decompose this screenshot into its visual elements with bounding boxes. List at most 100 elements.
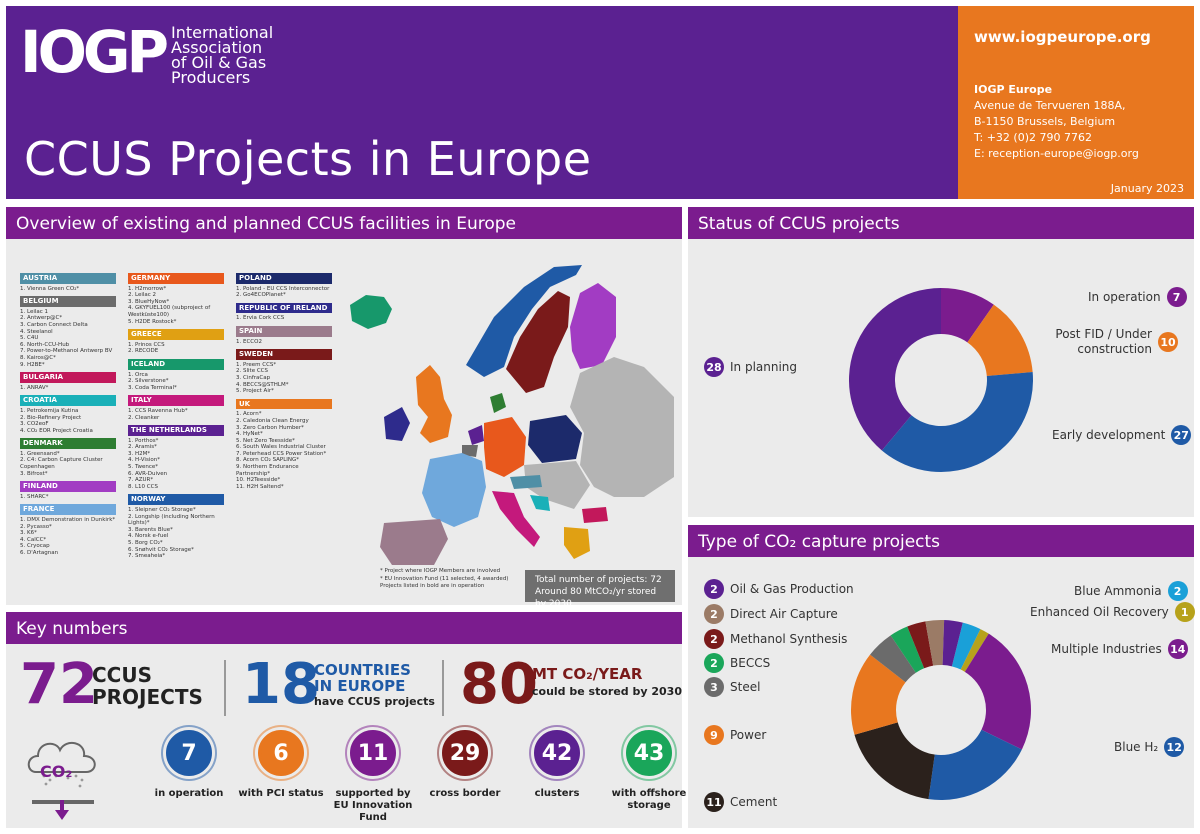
project-item: 5. C4U [20,335,39,342]
project-item: 8. Kairos@C* [20,354,56,361]
country-block: GREECE 1. Prinos CCS 2. RECODE [128,329,224,355]
map-austria [510,475,542,489]
map-norway [466,265,582,377]
address-line: B-1150 Brussels, Belgium [974,115,1116,128]
storage-label-sub: could be stored by 2030 [532,685,682,698]
stat-label: in operation [154,788,224,799]
type-count-badge: 2 [1167,581,1188,601]
country-name: AUSTRIA [20,273,116,284]
logo-mark: IOGP [20,18,169,86]
country-name: NORWAY [128,494,224,506]
type-label: 2 BECCS [704,653,770,673]
project-item: 9. Northern Endurance Partnership* [236,464,299,477]
type-label: 2 Oil & Gas Production [704,579,854,599]
country-column: GERMANY 1. H2morrow* 2. Leilac 2 3. BlueHyN… [128,273,224,564]
country-block: GERMANY 1. H2morrow* 2. Leilac 2 3. BlueHyN… [128,273,224,325]
project-item: 2. Antwerp@C* [20,315,63,322]
project-item: 1. Orca [128,371,148,378]
project-item: 2. Leilac 2 [128,292,157,299]
address: IOGP Europe Avenue de Tervueren 188A, B-… [974,82,1139,162]
stat-label: clusters [534,788,580,799]
address-line: Avenue de Tervueren 188A, [974,99,1126,112]
project-item: 3. Coda Terminal* [128,384,177,391]
total-line: Total number of projects: 72 [535,575,662,585]
country-block: SWEDEN 1. Preem CCS* 2. Slite CCS 3. Cinfra… [236,349,332,395]
map-greece [564,527,590,559]
project-item: 2. Pycasso* [20,523,52,530]
project-item: 2. RECODE [128,348,159,355]
project-item: 2. C4: Carbon Capture Cluster Copenhagen [20,457,103,471]
project-item: 1. Sleipner CO₂ Storage* [128,507,196,514]
donut-slice [951,622,981,670]
project-item: 5. Net Zero Teesside* [236,437,295,444]
type-label-text: Blue H₂ [1114,740,1159,754]
country-name: ITALY [128,395,224,406]
note-line: * EU Innovation Fund (11 selected, 4 awa… [380,575,509,582]
map-france [422,453,486,527]
project-item: 1. ANRAV* [20,384,49,391]
project-item: 1. H2morrow* [128,285,167,292]
map-netherlands [468,425,484,445]
project-item: 5. Twence* [128,464,158,471]
country-column: AUSTRIA 1. Vienna Green CO₂* BELGIUM 1. Lei… [20,273,116,561]
project-item: 2. Aramis* [128,444,157,451]
countries-label-line: IN EUROPE [314,677,406,695]
project-item: 3. K6* [20,530,37,537]
project-item: 6. North-CCU-Hub [20,341,70,348]
countries-label-sub: have CCUS projects [314,695,435,708]
capture-type-panel-title: Type of CO₂ capture projects [688,525,1194,557]
country-name: FINLAND [20,481,116,492]
project-item: 4. Norsk e-fuel [128,533,169,540]
countries-count: 18 [242,652,320,717]
donut-slice [890,626,925,673]
type-label: Multiple Industries 14 [1051,639,1188,659]
country-name: FRANCE [20,504,116,516]
type-label-text: Cement [730,795,778,809]
project-item: 3. Bifrost* [20,470,48,477]
project-item: 2. Caledonia Clean Energy [236,417,309,424]
project-item: 4. GKYFUEL100 (subproject of Westküste10… [128,305,211,318]
donut-slice [960,629,989,672]
map-panel-title: Overview of existing and planned CCUS fa… [6,207,682,239]
status-label-post-fid: Post FID / Under construction 10 [1040,327,1178,357]
map-panel: Overview of existing and planned CCUS fa… [6,207,682,609]
type-label-text: BECCS [730,656,771,670]
project-item: 1. Vienna Green CO₂* [20,285,80,292]
project-item: 4. CO₂ EOR Project Croatia [20,427,93,434]
project-item: 1. Poland - EU CCS Interconnector [236,285,330,292]
project-item: 4. HyNet* [236,431,263,438]
type-label: 9 Power [704,725,766,745]
donut-slice [881,371,1033,472]
org-name: IOGP Europe [974,83,1053,96]
map-finland [570,283,616,369]
type-label: 3 Steel [704,677,760,697]
project-item: 11. H2H Saltend* [236,483,284,490]
project-item: 2. Bio-Refinery Project [20,414,82,421]
status-count-badge: 7 [1166,287,1187,307]
email-link[interactable]: E: reception-europe@iogp.org [974,147,1139,160]
type-count-badge: 2 [704,604,724,624]
type-count-badge: 2 [704,629,724,649]
logo-line: Association [171,38,263,57]
contact-block: www.iogpeurope.org IOGP Europe Avenue de… [958,6,1194,199]
project-item: 1. CCS Ravenna Hub* [128,407,188,414]
project-item: 9. H2BE* [20,361,45,368]
donut-slice [907,621,934,669]
map-ireland [384,407,410,441]
country-block: POLAND 1. Poland - EU CCS Interconnector 2… [236,273,332,299]
country-block: CROATIA 1. Petrokemija Kutina 2. Bio-Refin… [20,395,116,434]
stat-circle: 11 [350,730,396,776]
country-block: SPAIN 1. ECCO2 [236,325,332,345]
country-name: ICELAND [128,358,224,370]
capture-type-panel: Type of CO₂ capture projects Blue Ammoni… [688,525,1195,828]
note-line: Projects listed in bold are in operation [380,583,485,589]
type-label-text: Oil & Gas Production [730,582,854,596]
country-name: SWEDEN [236,349,332,360]
project-item: 6. South Wales Industrial Cluster [236,444,326,451]
project-item: 2. Go4ECOPlanet* [236,292,286,299]
project-item: 2. Silverstone* [128,378,169,385]
donut-slice [849,288,941,451]
donut-slice [925,620,945,666]
website-link[interactable]: www.iogpeurope.org [974,28,1151,46]
project-item: 3. Barents Blue* [128,526,173,533]
